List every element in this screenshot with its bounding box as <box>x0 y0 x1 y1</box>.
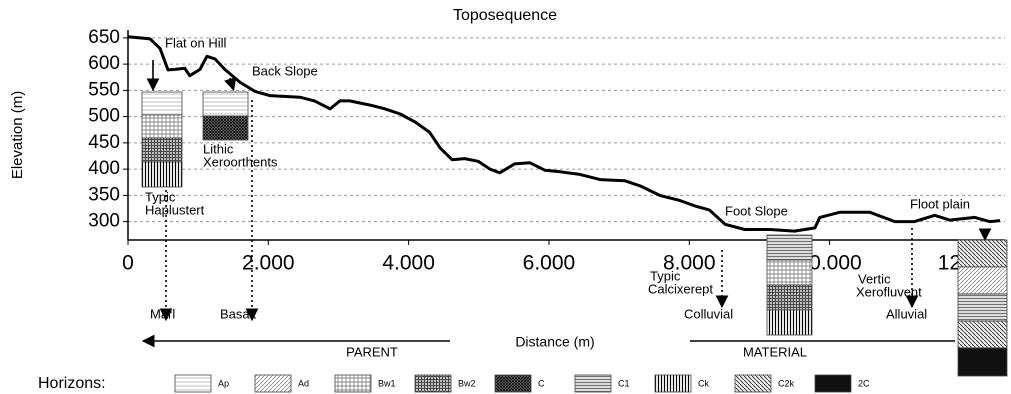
y-tick-label: 650 <box>88 27 120 48</box>
legend-swatch <box>334 374 372 393</box>
y-axis-label: Elevation (m) <box>9 91 26 179</box>
legend-swatch <box>414 374 452 393</box>
legend-label: Ap <box>218 378 229 388</box>
legend-label: Bw1 <box>378 378 396 388</box>
y-tick-label: 450 <box>88 132 120 153</box>
annotation: Flat on Hill <box>165 35 227 50</box>
annotation: Foot Slope <box>725 203 788 218</box>
y-tick-label: 600 <box>88 53 120 74</box>
annotation: Alluvial <box>886 306 927 321</box>
legend-label: C1 <box>618 378 630 388</box>
annotation: Lithic <box>203 141 234 156</box>
legend-swatch <box>814 374 852 393</box>
x-tick-label: 0 <box>122 252 134 275</box>
soil-column <box>766 234 813 336</box>
annotation: Xerofluvent <box>856 284 922 299</box>
annotation: Floot plain <box>910 196 970 211</box>
y-tick-label: 300 <box>88 211 120 232</box>
soil-column <box>957 239 1008 377</box>
legend-swatch <box>174 374 212 393</box>
annotation: Marl <box>150 306 175 321</box>
annotation: Xeroorthents <box>203 154 278 169</box>
annotation: MATERIAL <box>743 344 807 359</box>
x-tick-label: 8.000 <box>663 252 716 275</box>
legend-title: Horizons: <box>38 375 106 392</box>
soil-column <box>202 91 249 141</box>
y-tick-label: 350 <box>88 184 120 205</box>
y-tick-label: 500 <box>88 106 120 127</box>
soil-column <box>141 91 183 188</box>
legend-swatch <box>734 374 772 393</box>
chart-title: Toposequence <box>453 7 557 24</box>
annotation: Calcixerept <box>648 281 713 296</box>
x-axis-label: Distance (m) <box>515 334 594 350</box>
legend-swatch <box>574 374 612 393</box>
legend-swatch <box>494 374 532 393</box>
elevation-line <box>127 35 1001 233</box>
y-tick-label: 400 <box>88 158 120 179</box>
legend-label: C2k <box>778 378 795 388</box>
annotation: Typic <box>650 268 681 283</box>
legend-swatch <box>254 374 292 393</box>
legend-label: 2C <box>858 378 870 388</box>
x-tick-label: 10.000 <box>797 252 861 275</box>
y-tick-label: 550 <box>88 79 120 100</box>
axes: 300 350 400 450 500 550 600 650 0 2.000 4.000 6.000… <box>88 27 1005 275</box>
annotation: Typic <box>145 189 176 204</box>
legend-swatch <box>654 374 692 393</box>
x-tick-label: 2.000 <box>242 252 295 275</box>
annotation: Vertic <box>858 271 891 286</box>
annotation: Basalt <box>220 306 257 321</box>
x-tick-label: 4.000 <box>382 252 435 275</box>
annotation: PARENT <box>346 344 398 359</box>
legend-label: C <box>538 378 545 388</box>
arrow <box>224 76 237 92</box>
legend: Ap Ad Bw1 Bw2 C C1 Ck C2k 2C <box>174 374 870 393</box>
annotation: Back Slope <box>252 63 318 78</box>
legend-label: Ck <box>698 378 709 388</box>
legend-label: Ad <box>298 378 309 388</box>
annotation: Colluvial <box>684 306 733 321</box>
x-tick-label: 6.000 <box>523 252 576 275</box>
legend-label: Bw2 <box>458 378 476 388</box>
annotation: Haplustert <box>145 202 205 217</box>
